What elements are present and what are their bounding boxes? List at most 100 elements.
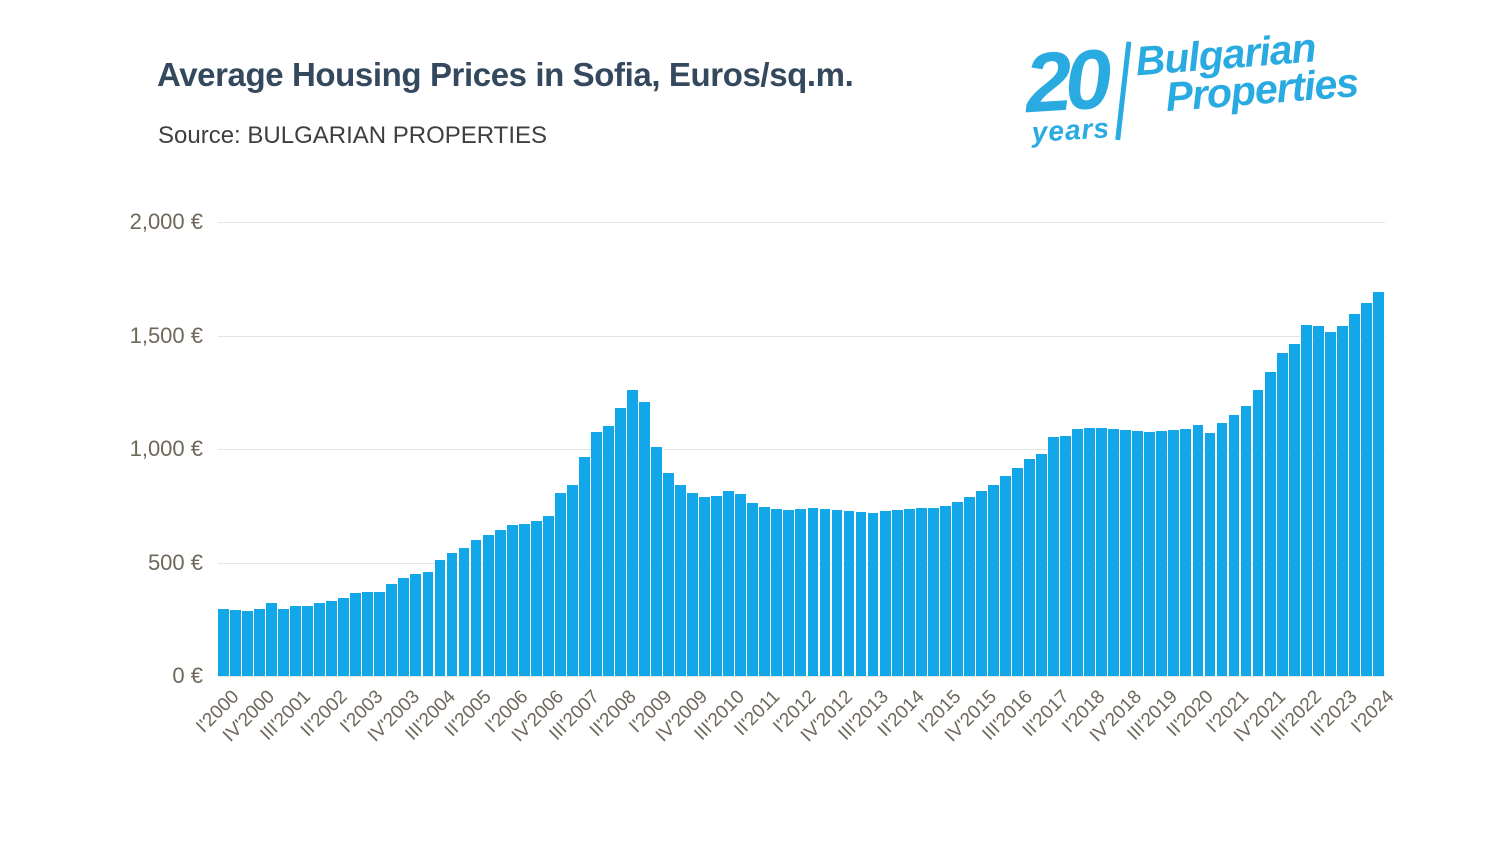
bar bbox=[1144, 431, 1156, 676]
bar bbox=[615, 407, 626, 676]
bar bbox=[1036, 453, 1047, 676]
bar bbox=[1372, 292, 1384, 676]
bar bbox=[410, 574, 422, 676]
bar bbox=[1072, 429, 1084, 676]
bar bbox=[843, 511, 855, 676]
bar bbox=[398, 578, 410, 676]
bar bbox=[458, 548, 470, 676]
bar bbox=[975, 491, 987, 676]
bar bbox=[1156, 431, 1168, 676]
bar bbox=[723, 491, 735, 676]
bar bbox=[314, 603, 326, 676]
bar bbox=[1336, 326, 1348, 676]
bar bbox=[759, 507, 771, 676]
bar bbox=[987, 484, 999, 676]
bar bbox=[1000, 476, 1011, 676]
bar bbox=[218, 609, 229, 676]
bar bbox=[951, 501, 963, 676]
bar bbox=[1204, 433, 1216, 676]
y-gridline bbox=[218, 335, 1385, 337]
bar bbox=[1216, 422, 1228, 676]
bar bbox=[639, 401, 650, 676]
bar bbox=[1276, 353, 1288, 676]
bar bbox=[230, 609, 241, 676]
bar bbox=[735, 494, 747, 676]
bar bbox=[278, 608, 289, 676]
y-gridline bbox=[218, 222, 1385, 223]
bar bbox=[1252, 390, 1264, 676]
bar bbox=[939, 505, 951, 677]
plot-area bbox=[218, 222, 1385, 677]
bar bbox=[927, 508, 939, 676]
bar bbox=[362, 592, 374, 676]
bar bbox=[1300, 325, 1312, 676]
bar bbox=[963, 496, 975, 676]
bar bbox=[1348, 313, 1360, 676]
bar bbox=[302, 605, 314, 676]
bar bbox=[819, 509, 831, 676]
bar bbox=[867, 512, 879, 676]
y-axis-tick-label: 500 € bbox=[147, 549, 203, 575]
bar bbox=[1240, 405, 1252, 676]
y-gridline bbox=[218, 449, 1385, 450]
bar bbox=[879, 511, 891, 676]
bar bbox=[747, 503, 759, 676]
bar bbox=[771, 509, 783, 676]
bar bbox=[446, 553, 458, 676]
y-axis-tick-label: 1,500 € bbox=[129, 322, 203, 348]
x-axis-line bbox=[218, 676, 1385, 677]
bar bbox=[663, 473, 674, 676]
bar bbox=[1024, 459, 1035, 676]
bar bbox=[242, 610, 253, 676]
bar bbox=[554, 493, 566, 676]
bar bbox=[699, 496, 711, 676]
bar bbox=[627, 390, 638, 676]
bar bbox=[1084, 427, 1096, 676]
bar bbox=[675, 485, 686, 676]
bar bbox=[530, 521, 542, 676]
bar bbox=[687, 492, 699, 676]
y-axis-tick-label: 1,000 € bbox=[129, 436, 203, 461]
bar bbox=[1264, 371, 1276, 676]
bar bbox=[1288, 344, 1300, 676]
bar bbox=[1168, 429, 1180, 676]
bar bbox=[422, 571, 434, 676]
bar bbox=[1180, 429, 1192, 676]
y-axis-tick-label: 2,000 € bbox=[129, 209, 203, 234]
bar bbox=[915, 507, 927, 676]
bar bbox=[1108, 429, 1120, 676]
source-label: Source: BULGARIAN PROPERTIES bbox=[158, 122, 548, 149]
bar bbox=[1192, 424, 1204, 676]
bar bbox=[602, 426, 614, 676]
bar bbox=[855, 511, 867, 676]
bar bbox=[1312, 326, 1324, 676]
bar bbox=[891, 510, 903, 676]
bar bbox=[651, 446, 662, 676]
bar bbox=[807, 507, 819, 676]
bar bbox=[1360, 303, 1372, 676]
y-axis-tick-label: 0 € bbox=[172, 663, 203, 688]
page-title: Average Housing Prices in Sofia, Euros/s… bbox=[157, 56, 854, 93]
bar bbox=[795, 509, 807, 676]
bar bbox=[434, 560, 446, 676]
bar bbox=[1132, 430, 1144, 676]
bar bbox=[374, 591, 386, 676]
bar bbox=[350, 592, 362, 676]
bar bbox=[831, 510, 843, 676]
bar bbox=[1120, 429, 1132, 676]
bar bbox=[542, 516, 554, 676]
bar bbox=[1324, 332, 1336, 676]
bar bbox=[711, 496, 723, 676]
bar bbox=[494, 529, 506, 676]
bar bbox=[1048, 436, 1059, 676]
bar bbox=[506, 525, 518, 676]
bar bbox=[386, 584, 398, 676]
bar bbox=[482, 534, 494, 676]
bar bbox=[1012, 467, 1023, 676]
bar bbox=[518, 523, 530, 676]
bar bbox=[326, 600, 338, 676]
bar bbox=[290, 606, 302, 676]
bar bbox=[266, 602, 277, 676]
